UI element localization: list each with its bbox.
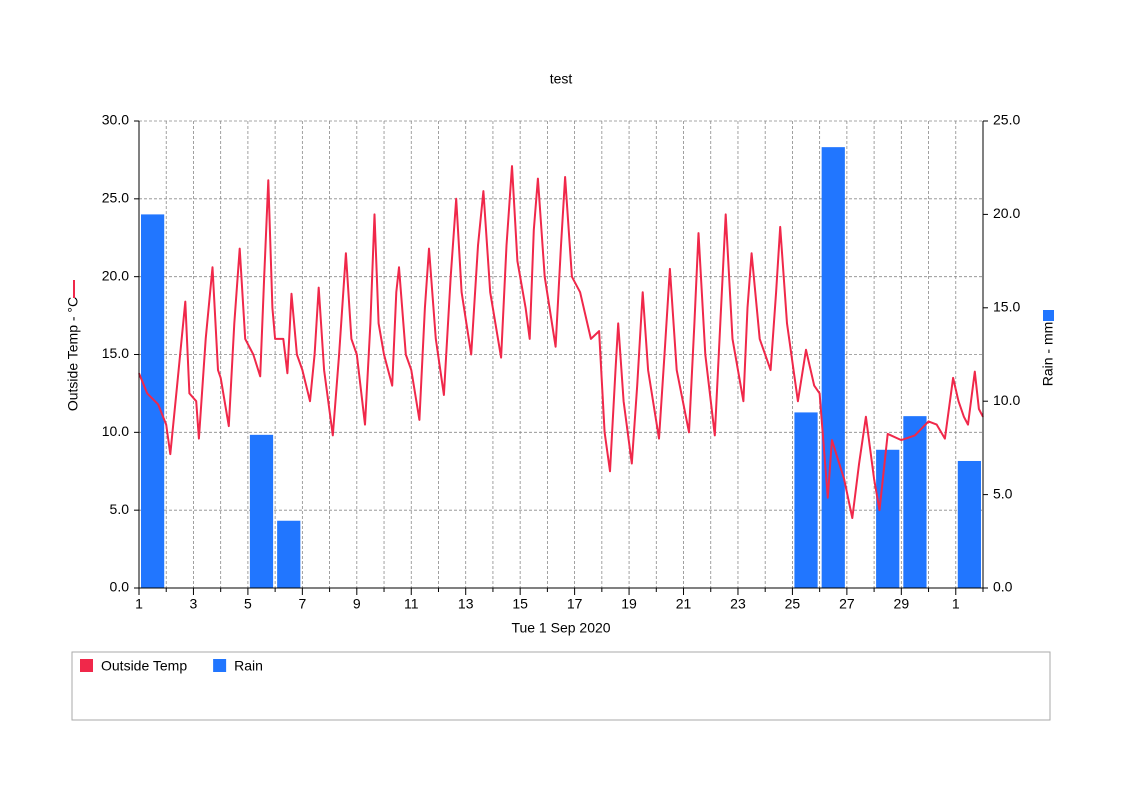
chart-title: test — [550, 71, 573, 87]
y-tick-label: 30.0 — [102, 112, 129, 128]
x-axis-label: Tue 1 Sep 2020 — [511, 620, 610, 636]
y-tick-label: 20.0 — [102, 267, 129, 283]
x-tick-label: 21 — [676, 596, 692, 612]
legend-label: Outside Temp — [101, 658, 187, 674]
rain-bar — [903, 416, 927, 588]
y2-tick-label: 20.0 — [993, 205, 1020, 221]
temp-line — [138, 165, 984, 519]
y2-axis-marker — [1043, 310, 1054, 321]
y2-axis-label: Rain - mm — [1040, 322, 1056, 387]
x-tick-label: 9 — [353, 596, 361, 612]
y2-tick-label: 0.0 — [993, 579, 1013, 595]
x-tick-label: 1 — [135, 596, 143, 612]
legend-label: Rain — [234, 658, 263, 674]
y2-tick-label: 5.0 — [993, 485, 1013, 501]
y2-tick-label: 25.0 — [993, 112, 1020, 128]
rain-bar — [821, 147, 845, 589]
x-tick-label: 17 — [567, 596, 583, 612]
rain-bar — [957, 460, 981, 588]
x-tick-label: 29 — [894, 596, 910, 612]
y-tick-label: 5.0 — [110, 501, 130, 517]
legend-swatch — [213, 659, 227, 672]
x-tick-label: 11 — [404, 596, 419, 612]
y-axis-label: Outside Temp - °C — [65, 297, 81, 411]
y2-tick-label: 15.0 — [993, 299, 1020, 315]
rain-bar — [876, 449, 900, 588]
y2-tick-label: 10.0 — [993, 392, 1020, 408]
y-tick-label: 10.0 — [102, 423, 129, 439]
rain-bar — [794, 412, 818, 588]
rain-bar — [141, 214, 165, 588]
x-tick-label: 7 — [298, 596, 306, 612]
x-tick-label: 3 — [190, 596, 198, 612]
y-tick-label: 0.0 — [110, 579, 130, 595]
y-tick-label: 15.0 — [102, 345, 129, 361]
x-tick-label: 13 — [458, 596, 474, 612]
x-tick-label: 27 — [839, 596, 855, 612]
x-tick-label: 5 — [244, 596, 252, 612]
x-tick-label: 23 — [730, 596, 746, 612]
x-tick-label: 25 — [785, 596, 801, 612]
legend-swatch — [80, 659, 93, 672]
x-tick-label: 15 — [512, 596, 528, 612]
x-tick-label: 1 — [952, 596, 960, 612]
rain-bar — [249, 434, 274, 588]
x-tick-label: 19 — [621, 596, 637, 612]
y-tick-label: 25.0 — [102, 190, 129, 206]
legend-box — [71, 651, 1051, 721]
rain-bar — [277, 520, 301, 588]
